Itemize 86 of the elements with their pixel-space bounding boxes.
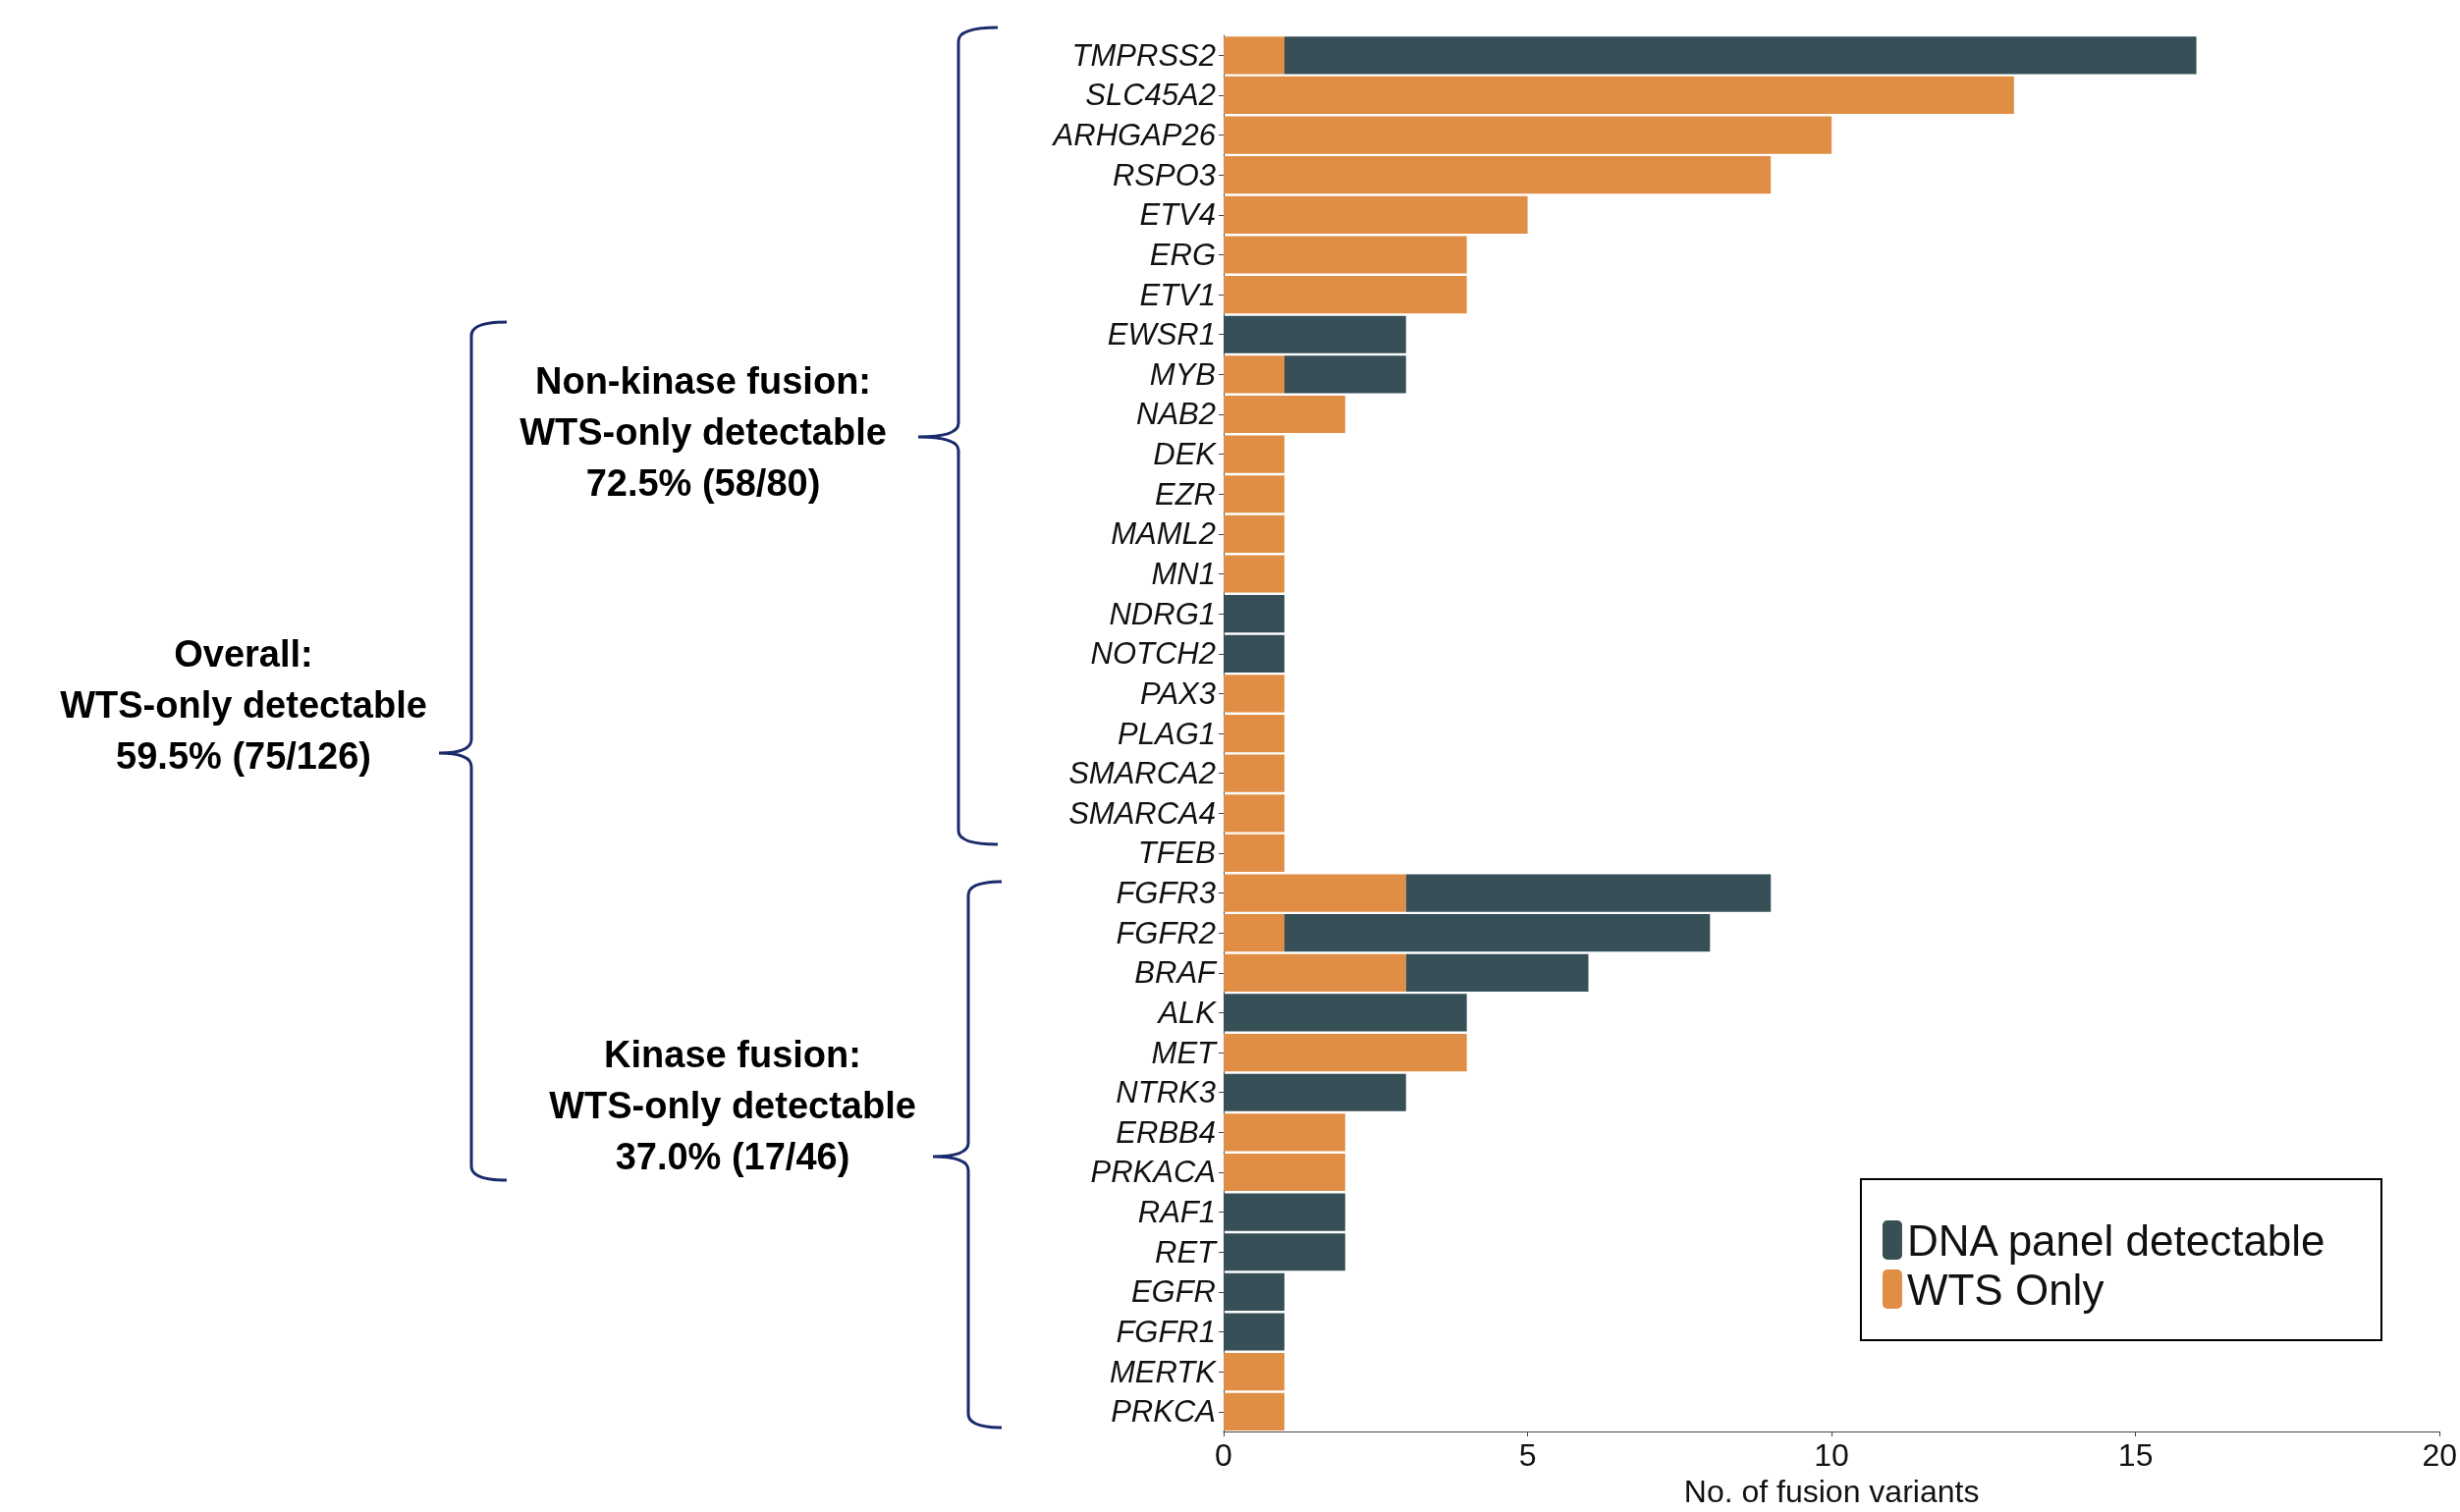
bar <box>1224 36 1285 75</box>
y-tick-label: BRAF <box>1134 955 1219 991</box>
bar <box>1224 1392 1285 1431</box>
bar <box>1224 475 1285 513</box>
x-tick-label: 10 <box>1814 1437 1849 1474</box>
bar <box>1224 1313 1285 1351</box>
y-tick-label: EGFR <box>1130 1274 1216 1310</box>
bar <box>1405 953 1589 992</box>
bar <box>1224 914 1285 952</box>
y-tick-label: MERTK <box>1110 1354 1218 1389</box>
y-tick-label: ERBB4 <box>1116 1114 1216 1150</box>
y-tick-label: ETV1 <box>1139 277 1216 312</box>
bar <box>1224 595 1285 633</box>
bar <box>1224 1034 1467 1072</box>
y-tick-label: MN1 <box>1151 557 1216 592</box>
bar <box>1224 754 1285 792</box>
bar <box>1224 1353 1285 1391</box>
bar <box>1224 794 1285 833</box>
y-tick-label: PRKACA <box>1090 1155 1216 1190</box>
y-tick-label: NDRG1 <box>1109 596 1216 631</box>
bar <box>1224 834 1285 873</box>
bar <box>1224 714 1285 753</box>
y-tick-label: SMARCA4 <box>1068 795 1216 831</box>
y-tick-label: EWSR1 <box>1107 317 1216 352</box>
bar <box>1224 156 1772 194</box>
x-tick-label: 15 <box>2117 1437 2154 1474</box>
bar <box>1224 276 1467 314</box>
bar <box>1224 315 1406 353</box>
bar <box>1224 435 1285 473</box>
y-tick-label: PRKCA <box>1111 1394 1216 1430</box>
x-tick-label: 20 <box>2422 1437 2457 1474</box>
y-tick-label: FGFR1 <box>1116 1315 1216 1350</box>
y-tick-label: ETV4 <box>1139 197 1216 233</box>
text: Non-kinase fusion: WTS-only detectable 72.5% (58/80) <box>519 360 887 504</box>
bar <box>1224 1233 1345 1271</box>
bar <box>1224 874 1406 912</box>
bar <box>1224 555 1285 593</box>
x-tick-label: 0 <box>1215 1437 1232 1474</box>
bar <box>1284 36 2197 75</box>
bar <box>1284 355 1406 394</box>
y-tick-label: NAB2 <box>1136 397 1216 432</box>
y-tick-label: RSPO3 <box>1112 157 1216 192</box>
y-tick-label: SLC45A2 <box>1085 78 1216 113</box>
y-tick-label: MYB <box>1149 356 1216 392</box>
bar <box>1224 395 1345 434</box>
text: Kinase fusion: WTS-only detectable 37.0% (17/46) <box>549 1034 916 1177</box>
bar <box>1284 914 1711 952</box>
y-tick-label: FGFR2 <box>1116 915 1216 950</box>
bar <box>1224 195 1528 234</box>
y-tick-label: ARHGAP26 <box>1051 118 1217 153</box>
y-tick-label: EZR <box>1155 476 1216 512</box>
y-tick-label: TFEB <box>1137 836 1216 871</box>
bar <box>1224 1193 1345 1231</box>
y-tick-label: NTRK3 <box>1116 1075 1216 1110</box>
bar <box>1224 953 1406 992</box>
y-tick-label: RET <box>1155 1234 1219 1269</box>
y-tick-label: PLAG1 <box>1118 716 1216 751</box>
text: Overall: WTS-only detectable 59.5% (75/126) <box>60 633 427 777</box>
bar <box>1224 1113 1345 1152</box>
bar <box>1405 874 1772 912</box>
bar <box>1224 1073 1406 1111</box>
bar <box>1224 236 1467 274</box>
y-tick-label: MAML2 <box>1111 516 1216 552</box>
y-tick-label: ALK <box>1156 995 1218 1030</box>
y-tick-label: TMPRSS2 <box>1071 37 1216 73</box>
legend-label: WTS Only <box>1906 1265 2105 1314</box>
y-tick-label: SMARCA2 <box>1068 756 1216 791</box>
bar <box>1224 634 1285 673</box>
bar <box>1224 76 2014 115</box>
bar <box>1224 355 1285 394</box>
bar <box>1224 675 1285 713</box>
y-tick-label: DEK <box>1153 437 1218 472</box>
x-tick-label: 5 <box>1518 1437 1537 1474</box>
bar <box>1224 116 1832 154</box>
y-tick-label: RAF1 <box>1137 1195 1216 1230</box>
bar <box>1224 514 1285 553</box>
bar <box>1224 1272 1285 1311</box>
bar <box>1224 1153 1345 1192</box>
y-tick-label: PAX3 <box>1140 675 1216 711</box>
y-tick-label: ERG <box>1149 237 1216 272</box>
y-tick-label: MET <box>1151 1035 1219 1070</box>
legend-label: DNA panel detectable <box>1906 1215 2325 1265</box>
y-tick-label: FGFR3 <box>1116 876 1216 911</box>
y-tick-label: NOTCH2 <box>1090 636 1216 672</box>
x-axis-title: No. of fusion variants <box>1683 1474 1980 1509</box>
bar <box>1224 994 1467 1032</box>
